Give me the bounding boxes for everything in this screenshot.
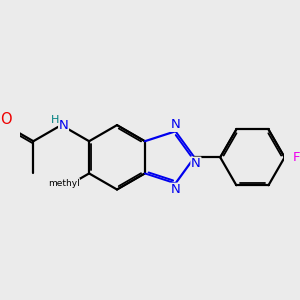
Text: N: N [59,118,68,132]
Text: H: H [51,115,59,125]
Text: O: O [0,112,11,127]
Text: methyl: methyl [48,178,80,188]
Text: F: F [292,151,300,164]
Text: N: N [171,183,180,196]
Text: N: N [171,118,180,131]
Text: N: N [191,157,201,170]
